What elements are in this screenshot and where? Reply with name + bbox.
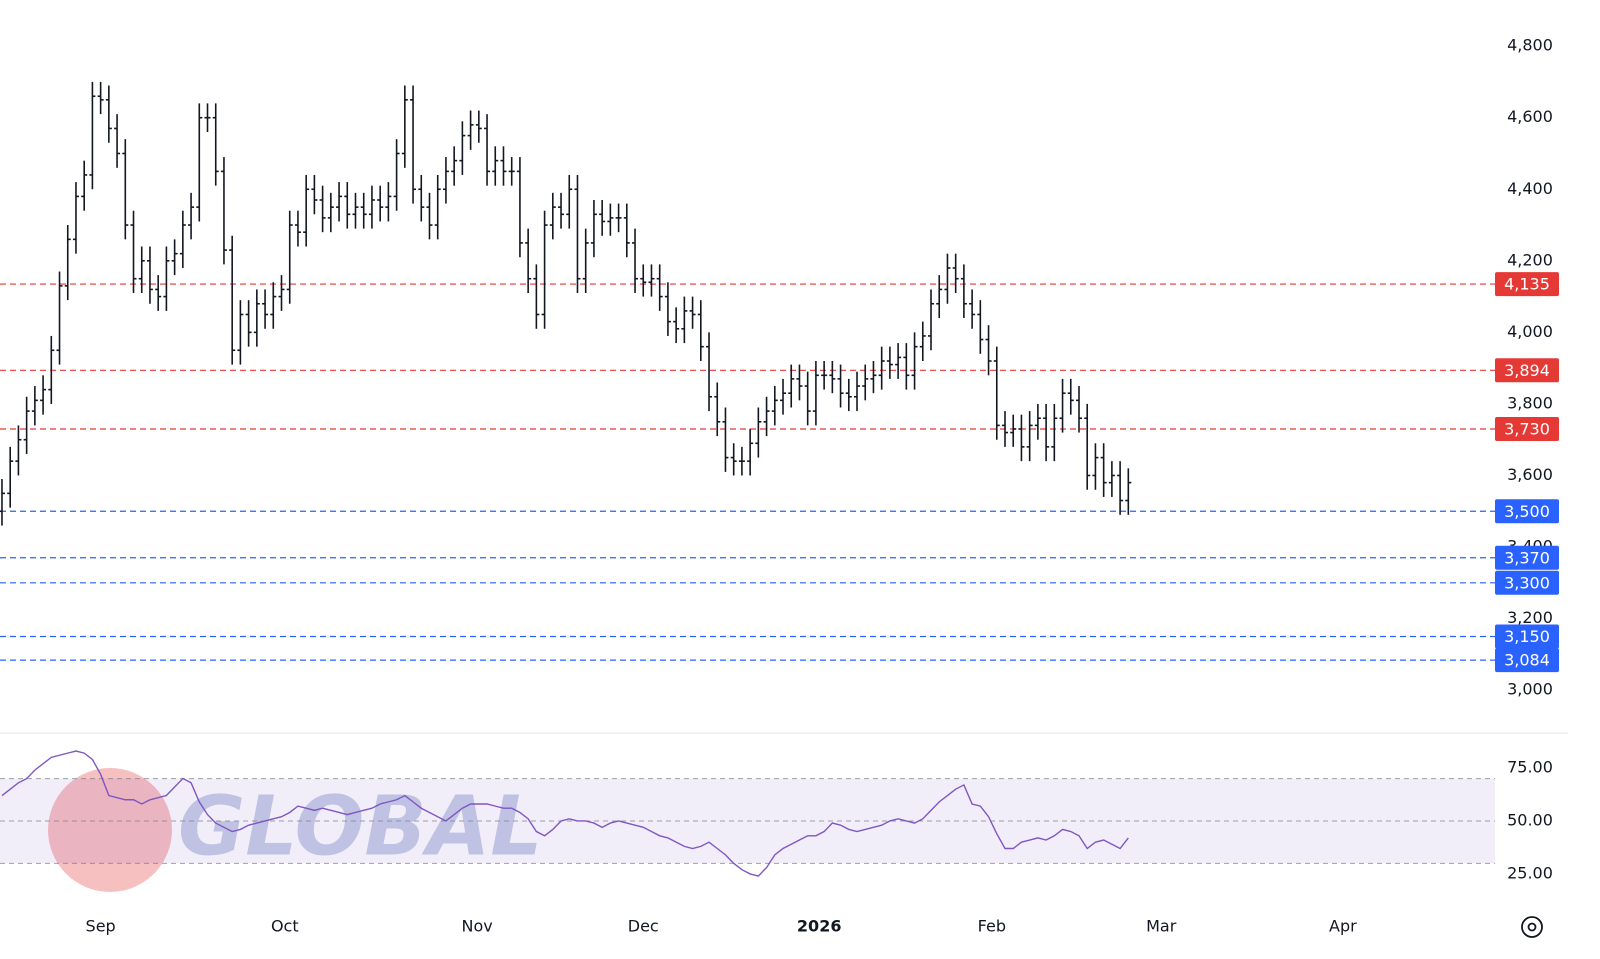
y-tick-label: 4,200 xyxy=(1507,250,1553,269)
level-label: 3,500 xyxy=(1504,502,1550,521)
level-label: 3,894 xyxy=(1504,361,1550,380)
rsi-line xyxy=(1,750,1129,877)
level-label-box xyxy=(1495,272,1559,297)
x-tick-label: Oct xyxy=(271,917,299,936)
level-label: 4,135 xyxy=(1504,275,1550,294)
x-tick-label: 2026 xyxy=(797,917,842,936)
y-tick-label: 4,800 xyxy=(1507,36,1553,55)
level-label: 3,300 xyxy=(1504,573,1550,592)
x-tick-label: Feb xyxy=(978,917,1006,936)
level-label-box xyxy=(1495,499,1559,524)
level-label: 3,730 xyxy=(1504,419,1550,438)
rsi-tick-label: 25.00 xyxy=(1507,863,1553,882)
level-label-box xyxy=(1495,570,1559,595)
level-label-box xyxy=(1495,416,1559,441)
rsi-tick-label: 50.00 xyxy=(1507,810,1553,829)
y-tick-label: 3,000 xyxy=(1507,680,1553,699)
level-label-box xyxy=(1495,358,1559,383)
level-label-box xyxy=(1495,545,1559,570)
x-tick-label: Dec xyxy=(628,917,659,936)
y-tick-label: 4,400 xyxy=(1507,179,1553,198)
watermark: GLOBAL xyxy=(48,768,543,892)
level-label: 3,084 xyxy=(1504,651,1550,670)
y-tick-label: 4,000 xyxy=(1507,322,1553,341)
price-bars xyxy=(0,81,1132,526)
x-tick-label: Sep xyxy=(86,917,116,936)
y-tick-label: 3,200 xyxy=(1507,608,1553,627)
level-label: 3,370 xyxy=(1504,548,1550,567)
level-label: 3,150 xyxy=(1504,627,1550,646)
y-tick-label: 4,600 xyxy=(1507,107,1553,126)
y-tick-label: 3,600 xyxy=(1507,465,1553,484)
rsi-tick-label: 75.00 xyxy=(1507,757,1553,776)
x-tick-label: Nov xyxy=(462,917,493,936)
level-label-box xyxy=(1495,624,1559,649)
x-tick-label: Apr xyxy=(1329,917,1357,936)
watermark-text: GLOBAL xyxy=(178,779,543,874)
y-tick-label: 3,800 xyxy=(1507,393,1553,412)
watermark-logo xyxy=(48,768,172,892)
settings-icon[interactable] xyxy=(1521,916,1543,938)
level-label-box xyxy=(1495,648,1559,673)
x-tick-label: Mar xyxy=(1146,917,1177,936)
